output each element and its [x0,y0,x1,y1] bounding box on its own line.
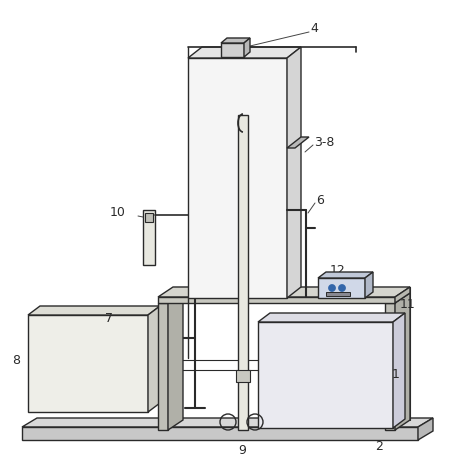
Polygon shape [365,272,373,298]
Polygon shape [244,38,250,57]
Text: 1: 1 [392,368,400,382]
Polygon shape [28,315,148,412]
Text: 9: 9 [238,444,246,457]
Polygon shape [395,287,410,303]
Text: 12: 12 [330,263,346,276]
Polygon shape [393,313,405,428]
Polygon shape [287,137,309,148]
Text: 7: 7 [105,311,113,325]
Text: 10: 10 [110,206,126,219]
Polygon shape [395,293,410,430]
Polygon shape [168,293,183,430]
Text: 3: 3 [200,278,208,291]
Polygon shape [143,210,155,265]
Polygon shape [188,58,287,298]
Polygon shape [158,297,395,303]
Circle shape [339,284,345,291]
Polygon shape [318,278,365,298]
Polygon shape [287,47,301,298]
Polygon shape [148,306,160,412]
Polygon shape [188,47,301,58]
Polygon shape [158,303,168,430]
Text: 2: 2 [375,440,383,453]
Polygon shape [258,313,405,322]
Polygon shape [221,38,250,43]
Polygon shape [238,115,248,430]
Polygon shape [145,213,153,222]
Polygon shape [258,322,393,428]
Polygon shape [318,272,373,278]
Polygon shape [28,306,160,315]
Polygon shape [22,427,418,440]
Circle shape [329,284,335,291]
Polygon shape [22,418,433,427]
Text: 8: 8 [12,354,20,367]
Polygon shape [158,287,410,297]
Polygon shape [221,43,244,57]
Text: 11: 11 [400,298,416,311]
Text: 4: 4 [310,21,318,35]
Polygon shape [385,303,395,430]
Polygon shape [236,370,250,382]
Polygon shape [418,418,433,440]
Polygon shape [326,292,350,296]
Text: 3-8: 3-8 [314,135,335,149]
Text: 6: 6 [316,193,324,206]
